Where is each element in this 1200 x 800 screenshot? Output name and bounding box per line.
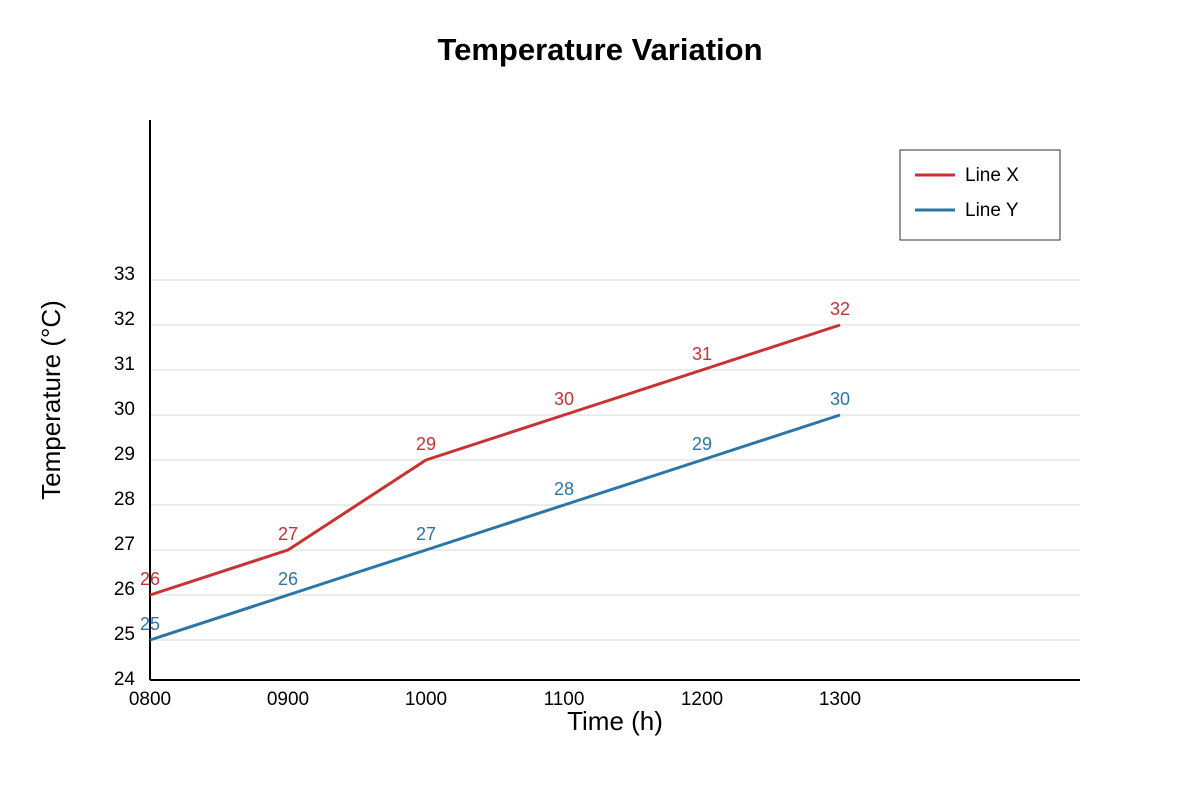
legend-label-line-y: Line Y	[965, 200, 1019, 221]
series-lines	[149, 323, 841, 642]
data-label: 27	[416, 524, 436, 544]
y-tick-label: 26	[114, 579, 135, 600]
data-labels: 26 27 29 30 31 32 25 26 27 28 29 30	[140, 299, 850, 634]
data-label: 29	[416, 434, 436, 454]
data-label: 26	[278, 569, 298, 589]
legend-label-line-x: Line X	[965, 165, 1019, 186]
y-tick-label: 25	[114, 624, 135, 645]
grid-lines	[150, 279, 1080, 641]
data-label: 30	[830, 389, 850, 409]
x-tick-label: 1100	[544, 689, 585, 710]
x-tick-label: 1200	[681, 689, 723, 710]
data-label: 25	[140, 614, 160, 634]
y-tick-label: 27	[114, 534, 135, 555]
data-label: 26	[140, 569, 160, 589]
series-line-line-x	[149, 323, 841, 597]
legend: Line X Line Y	[899, 149, 1061, 241]
data-label: 31	[692, 344, 712, 364]
series-line-line-y	[149, 413, 841, 642]
data-label: 28	[554, 479, 574, 499]
data-label: 29	[692, 434, 712, 454]
y-tick-label: 32	[114, 309, 135, 330]
y-tick-label: 31	[114, 354, 135, 375]
legend-box	[899, 149, 1061, 241]
x-tick-label: 1300	[819, 689, 861, 710]
data-label: 32	[830, 299, 850, 319]
data-label: 30	[554, 389, 574, 409]
y-tick-label: 29	[114, 444, 135, 465]
y-axis-ticks: 24 25 26 27 28 29 30 31 32 33	[114, 264, 136, 690]
y-axis-label: Temperature (°C)	[36, 300, 66, 500]
x-tick-label: 0900	[267, 689, 309, 710]
y-tick-label: 28	[114, 489, 135, 510]
y-tick-label: 30	[114, 399, 135, 420]
y-tick-label: 24	[114, 669, 136, 690]
x-tick-label: 1000	[405, 689, 447, 710]
chart-title: Temperature Variation	[437, 32, 762, 67]
x-tick-label: 0800	[129, 689, 171, 710]
x-axis-ticks: 0800 0900 1000 1100 1200 1300	[129, 689, 861, 710]
y-tick-label: 33	[114, 264, 135, 285]
x-axis-label: Time (h)	[567, 706, 663, 736]
data-label: 27	[278, 524, 298, 544]
